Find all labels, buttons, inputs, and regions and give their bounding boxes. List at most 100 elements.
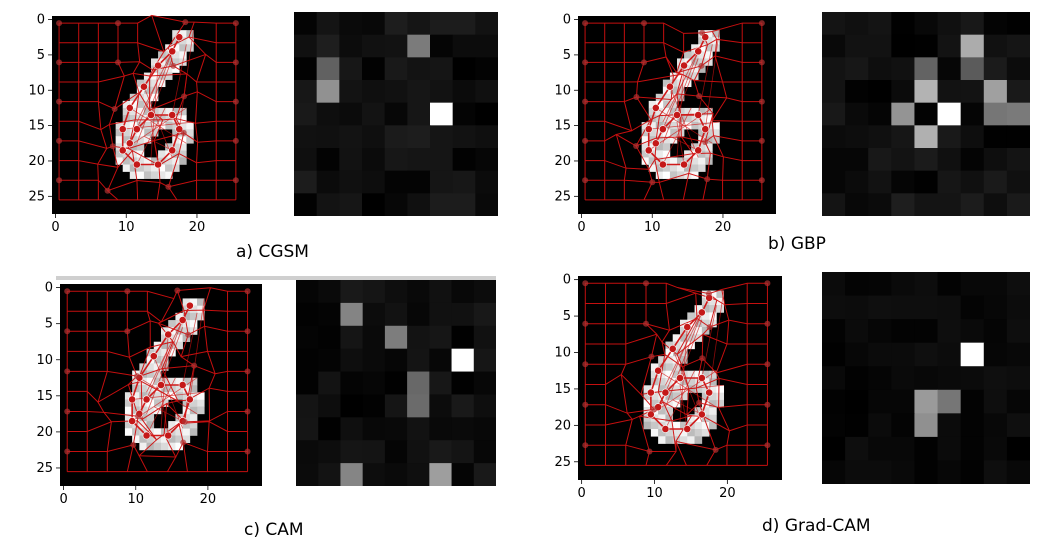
mesh-node <box>178 316 187 324</box>
mesh-edge <box>655 86 671 109</box>
axes: 0 5 10 15 20 25 0 10 20 <box>28 13 205 235</box>
plot-area: 0 5 10 15 20 25 0 10 20 <box>554 273 782 501</box>
mesh-node <box>232 137 239 144</box>
heatmap-cell <box>868 413 892 438</box>
heatmap-cell <box>983 125 1008 149</box>
heatmap-cell <box>316 125 340 149</box>
mesh-node <box>764 280 771 287</box>
heatmap-cell <box>318 394 341 418</box>
heatmap-cell <box>937 148 962 172</box>
heatmap-cell <box>475 125 498 149</box>
mesh-node <box>180 439 187 446</box>
mesh-row <box>585 133 762 147</box>
mesh-node <box>644 125 653 134</box>
mesh-node <box>185 331 192 338</box>
mesh-row <box>59 72 236 83</box>
heatmap-cell <box>407 302 430 327</box>
x-tick-label: 20 <box>715 220 732 235</box>
mesh-edge <box>662 107 692 165</box>
heatmap-cell <box>914 319 939 344</box>
heatmap-cell <box>891 342 915 367</box>
heatmap-cell <box>407 440 430 464</box>
heatmap-cell <box>914 80 939 104</box>
heatmap-cell <box>475 102 498 126</box>
mesh-node <box>680 160 688 169</box>
mesh-edge <box>657 348 674 372</box>
heatmap-cell <box>318 463 341 486</box>
heatmap-cell <box>960 389 985 414</box>
caption-b: b) GBP <box>768 234 826 254</box>
heatmap-cell <box>318 302 341 327</box>
heatmap-cell <box>868 12 892 36</box>
heatmap-cell <box>384 325 408 350</box>
mesh-edge <box>138 355 155 379</box>
heatmap-cell <box>362 193 386 216</box>
heatmap-cell <box>891 193 915 216</box>
heatmap-cell <box>316 170 340 194</box>
heatmap-cell <box>937 319 962 344</box>
mesh-node <box>633 142 640 149</box>
mesh-col <box>167 21 188 201</box>
heatmap-cell <box>891 12 915 36</box>
heatmap-cell <box>384 440 408 464</box>
mesh-node <box>244 368 251 375</box>
heatmap-cell <box>937 80 962 104</box>
mesh-edge <box>672 399 703 415</box>
mesh-row <box>585 282 768 295</box>
heatmap-cell <box>1006 148 1030 172</box>
heatmap-cell <box>937 125 962 149</box>
heatmap-cell <box>822 148 846 172</box>
heatmap-cell <box>452 80 476 104</box>
heatmap-cell <box>868 102 892 126</box>
heatmap-cell <box>452 102 476 126</box>
heatmap-cell <box>868 148 892 172</box>
mesh-edge <box>129 86 145 109</box>
heatmap-cell <box>340 280 364 304</box>
heatmap-cell <box>914 102 939 126</box>
heatmap-cell <box>1006 366 1030 391</box>
mesh-col <box>106 23 125 201</box>
heatmap-cell <box>452 57 476 81</box>
heatmap-cell <box>430 148 454 172</box>
mesh-row <box>585 317 768 331</box>
mesh-row <box>59 132 236 150</box>
mesh-node <box>646 388 655 397</box>
mesh-row <box>59 53 236 71</box>
heatmap-cell <box>384 102 408 126</box>
mesh-edge <box>171 44 187 116</box>
mesh-edge <box>178 30 194 130</box>
heatmap-cell <box>339 193 363 216</box>
heatmap-cell <box>914 170 939 194</box>
heatmap-cell <box>384 348 408 373</box>
heatmap-cell <box>296 371 319 395</box>
heatmap-cell <box>937 295 962 320</box>
y-tick-label: 5 <box>37 48 45 63</box>
heatmap-cell <box>914 272 939 297</box>
mesh-edge <box>701 305 717 379</box>
mesh-edge <box>697 44 713 116</box>
x-tick-label: 10 <box>118 220 135 235</box>
heatmap-cell <box>318 417 341 441</box>
heatmap-cell <box>339 57 363 81</box>
mesh-edge <box>150 122 159 165</box>
heatmap-cell <box>384 170 408 194</box>
heatmap-cell <box>937 342 962 367</box>
heatmap-cell <box>407 371 430 395</box>
heatmap-cell <box>407 325 430 350</box>
mesh-node <box>764 320 771 327</box>
heatmap-cell <box>845 366 869 391</box>
mesh-row <box>585 292 768 306</box>
mesh-node <box>232 98 239 105</box>
mesh-col <box>711 31 728 200</box>
heatmap-cell <box>316 102 340 126</box>
heatmap-cell <box>318 348 341 373</box>
heatmap-cell <box>983 436 1008 461</box>
heatmap-cell <box>868 460 892 484</box>
mesh-edge <box>143 135 173 151</box>
heatmap-cell <box>473 325 496 350</box>
heatmap-cell <box>473 394 496 418</box>
heatmap-cell <box>294 34 318 58</box>
heatmap-cell <box>822 460 846 484</box>
mesh-node <box>180 129 187 136</box>
mesh-node <box>582 280 589 287</box>
